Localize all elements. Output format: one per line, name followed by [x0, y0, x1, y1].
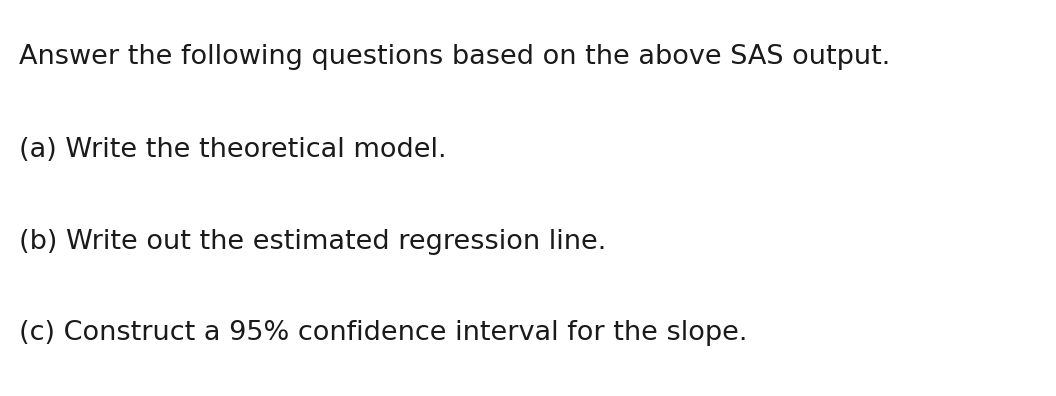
- Text: Answer the following questions based on the above SAS output.: Answer the following questions based on …: [19, 44, 890, 70]
- Text: (b) Write out the estimated regression line.: (b) Write out the estimated regression l…: [19, 228, 606, 255]
- Text: (c) Construct a 95% confidence interval for the slope.: (c) Construct a 95% confidence interval …: [19, 320, 748, 346]
- Text: (a) Write the theoretical model.: (a) Write the theoretical model.: [19, 137, 447, 164]
